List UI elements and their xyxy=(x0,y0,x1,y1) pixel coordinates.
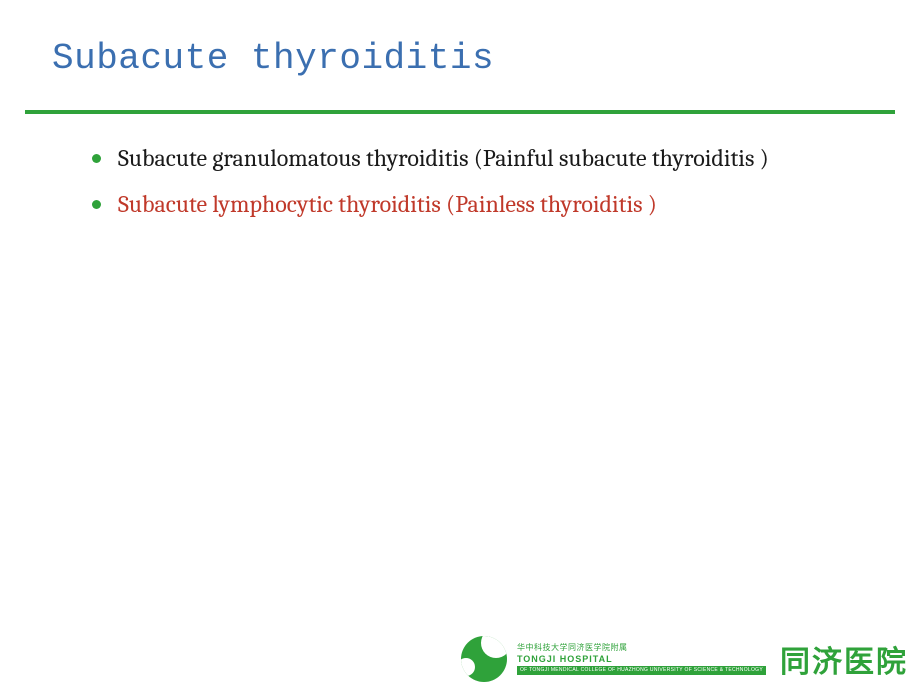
title-region: Subacute thyroiditis xyxy=(0,0,920,79)
footer-logo: 华中科技大学同济医学院附属 TONGJI HOSPITAL OF TONGJI … xyxy=(461,636,908,682)
org-chinese-name: 同济医院 xyxy=(780,637,908,681)
org-chinese-affiliation: 华中科技大学同济医学院附属 xyxy=(517,644,766,652)
org-english-sub: OF TONGJI MENDICAL COLLEGE OF HUAZHONG U… xyxy=(517,666,766,675)
logo-text-block: 华中科技大学同济医学院附属 TONGJI HOSPITAL OF TONGJI … xyxy=(517,644,766,675)
bullet-item: Subacute granulomatous thyroiditis (Pain… xyxy=(90,142,840,174)
slide-title: Subacute thyroiditis xyxy=(52,38,920,79)
content-region: Subacute granulomatous thyroiditis (Pain… xyxy=(90,142,840,235)
slide: Subacute thyroiditis Subacute granulomat… xyxy=(0,0,920,690)
title-divider xyxy=(25,110,895,114)
hospital-logo-icon xyxy=(461,636,507,682)
bullet-item: Subacute lymphocytic thyroiditis (Painle… xyxy=(90,188,840,220)
org-english-name: TONGJI HOSPITAL xyxy=(517,655,766,664)
bullet-list: Subacute granulomatous thyroiditis (Pain… xyxy=(90,142,840,221)
